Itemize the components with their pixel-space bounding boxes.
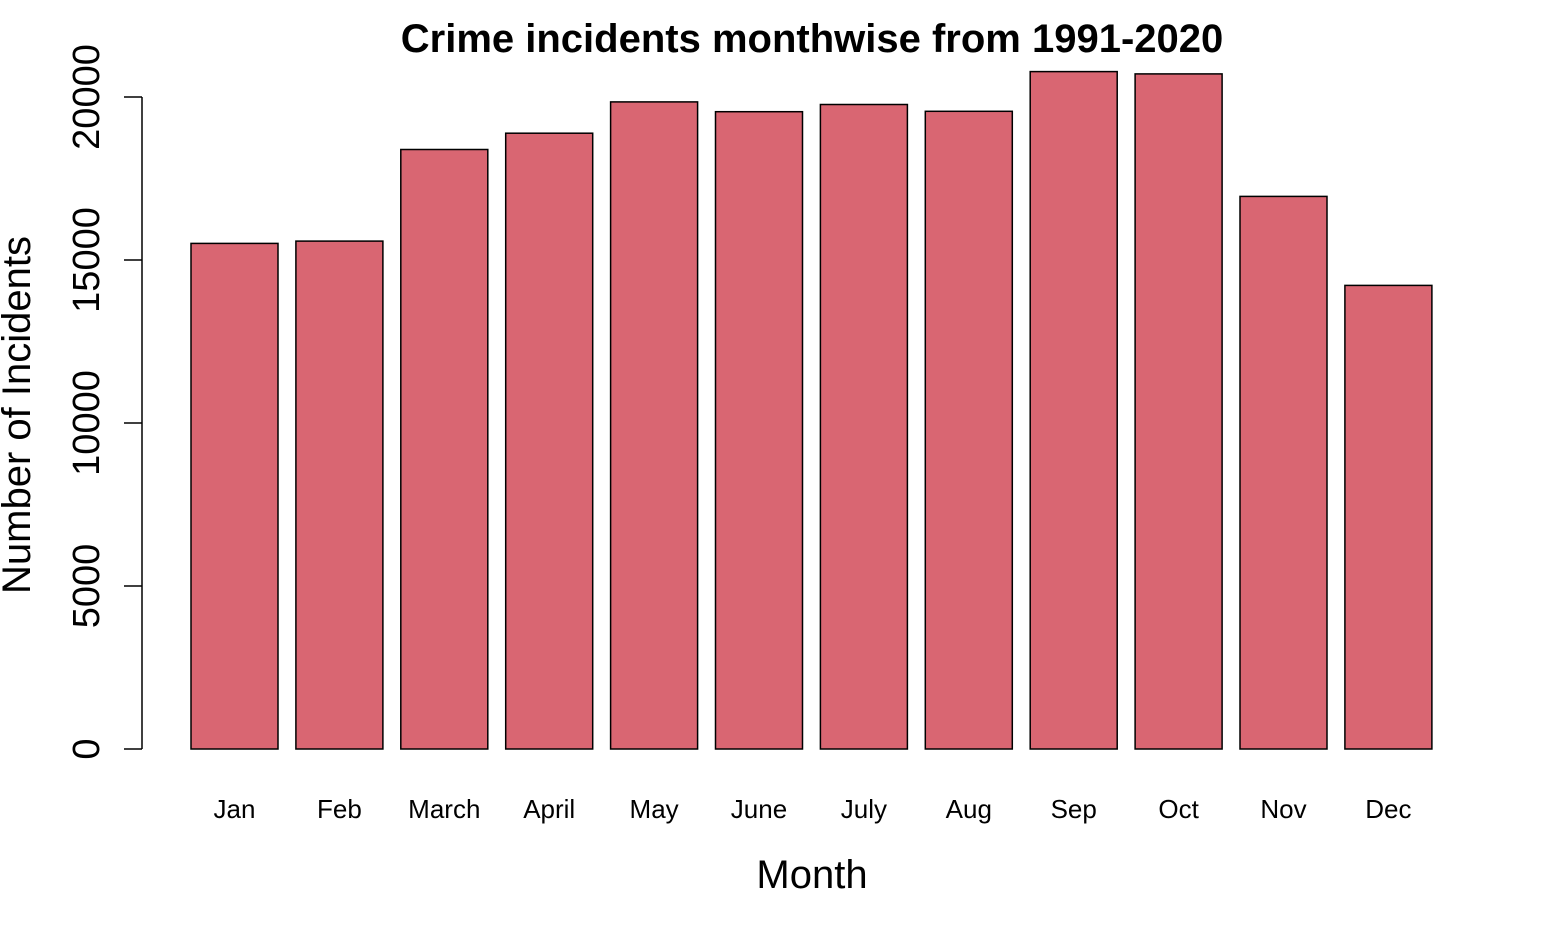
y-tick-label-5000: 5000 bbox=[66, 544, 108, 629]
y-tick-label-10000: 10000 bbox=[66, 370, 108, 476]
bar-july bbox=[819, 103, 909, 750]
x-tick-label-july: July bbox=[841, 794, 887, 824]
x-tick-label-feb: Feb bbox=[317, 794, 362, 824]
bars-group bbox=[190, 70, 1433, 750]
x-tick-label-june: June bbox=[731, 794, 787, 824]
bar-aug bbox=[924, 110, 1014, 750]
x-tick-label-april: April bbox=[523, 794, 575, 824]
x-tick-label-march: March bbox=[408, 794, 480, 824]
bar-may bbox=[609, 101, 699, 750]
x-tick-label-nov: Nov bbox=[1260, 794, 1306, 824]
bar-feb bbox=[295, 240, 384, 750]
y-ticks: 0 5000 10000 15000 20000 bbox=[66, 44, 142, 760]
y-tick-label-20000: 20000 bbox=[66, 44, 108, 150]
x-tick-label-sep: Sep bbox=[1051, 794, 1097, 824]
bar-june bbox=[714, 110, 804, 750]
x-axis-label: Month bbox=[756, 853, 867, 897]
bar-jan bbox=[190, 242, 279, 750]
bar-nov bbox=[1239, 195, 1328, 750]
x-tick-label-oct: Oct bbox=[1158, 794, 1199, 824]
bar-march bbox=[400, 148, 489, 750]
x-tick-label-jan: Jan bbox=[214, 794, 256, 824]
x-tick-label-dec: Dec bbox=[1365, 794, 1411, 824]
y-axis-label: Number of Incidents bbox=[0, 236, 39, 594]
x-tick-label-aug: Aug bbox=[946, 794, 992, 824]
bar-sep bbox=[1029, 70, 1118, 750]
bar-dec bbox=[1344, 284, 1433, 750]
x-tick-labels: Jan Feb March April May June July Aug Sep Oct Nov D… bbox=[214, 794, 1412, 824]
bar-oct bbox=[1134, 73, 1223, 750]
bar-april bbox=[504, 132, 594, 750]
x-tick-label-may: May bbox=[630, 794, 679, 824]
y-tick-label-0: 0 bbox=[66, 738, 108, 759]
chart-title: Crime incidents monthwise from 1991-2020 bbox=[401, 17, 1224, 61]
y-tick-label-15000: 15000 bbox=[66, 207, 108, 313]
